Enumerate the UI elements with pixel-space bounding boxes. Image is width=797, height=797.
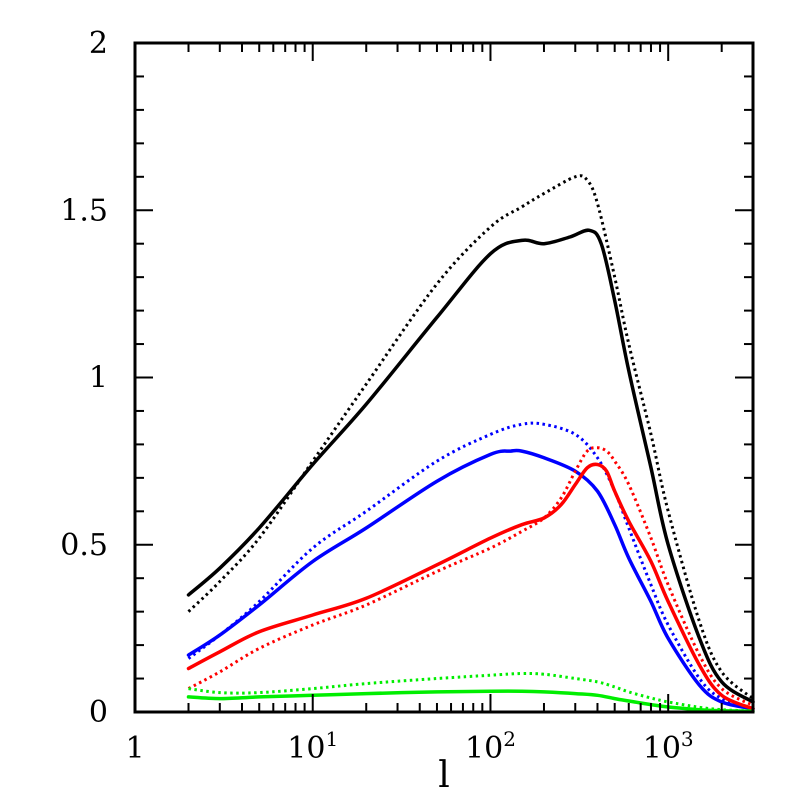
series-line-6-dotted <box>187 446 754 707</box>
tick-labels: 1 101 102 103 0 0.5 1 1.5 2 <box>60 26 693 766</box>
y-tick-label: 0 <box>89 695 108 730</box>
y-tick-label: 1 <box>89 361 108 396</box>
series-layer <box>186 174 755 714</box>
minor-ticks <box>135 43 754 712</box>
series-line-1-solid <box>186 228 755 704</box>
x-tick-label: 101 <box>287 727 338 766</box>
y-tick-label: 1.5 <box>60 193 108 228</box>
series-line-8-dotted <box>188 671 754 713</box>
y-tick-label: 2 <box>89 26 108 61</box>
series-line-5-solid <box>186 462 755 711</box>
x-axis-label: l <box>438 755 450 796</box>
x-tick-label: 103 <box>643 727 694 766</box>
series-line-4-dotted <box>187 421 754 711</box>
plot-frame <box>133 41 755 714</box>
y-tick-label: 0.5 <box>60 528 108 563</box>
x-tick-label: 1 <box>125 731 144 766</box>
series-line-3-solid <box>186 448 755 711</box>
series-line-7-solid <box>186 689 755 714</box>
series-line-2-dotted <box>187 174 754 700</box>
major-ticks <box>134 42 753 713</box>
x-tick-label: 102 <box>465 727 516 766</box>
